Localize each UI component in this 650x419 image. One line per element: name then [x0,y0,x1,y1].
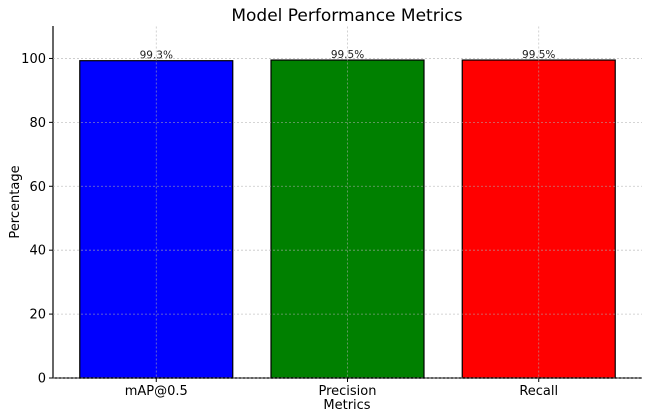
x-ticks: mAP@0.5 Precision Recall [125,378,558,399]
y-tick-label: 0 [38,372,46,387]
y-ticks: 0 20 40 60 80 100 [21,52,53,387]
grid [53,26,642,379]
y-tick-label: 80 [29,116,46,131]
bars: 99.3% 99.5% 99.5% [79,49,616,379]
x-tick-label: mAP@0.5 [125,384,188,399]
x-axis-label: Metrics [323,398,370,413]
x-tick-label: Precision [318,384,376,399]
y-axis-label: Percentage [8,165,23,238]
x-tick-label: Recall [519,384,558,399]
y-tick-label: 100 [21,52,46,67]
y-tick-label: 60 [29,180,46,195]
y-tick-label: 40 [29,244,46,259]
chart-title: Model Performance Metrics [231,6,462,26]
y-tick-label: 20 [29,308,46,323]
